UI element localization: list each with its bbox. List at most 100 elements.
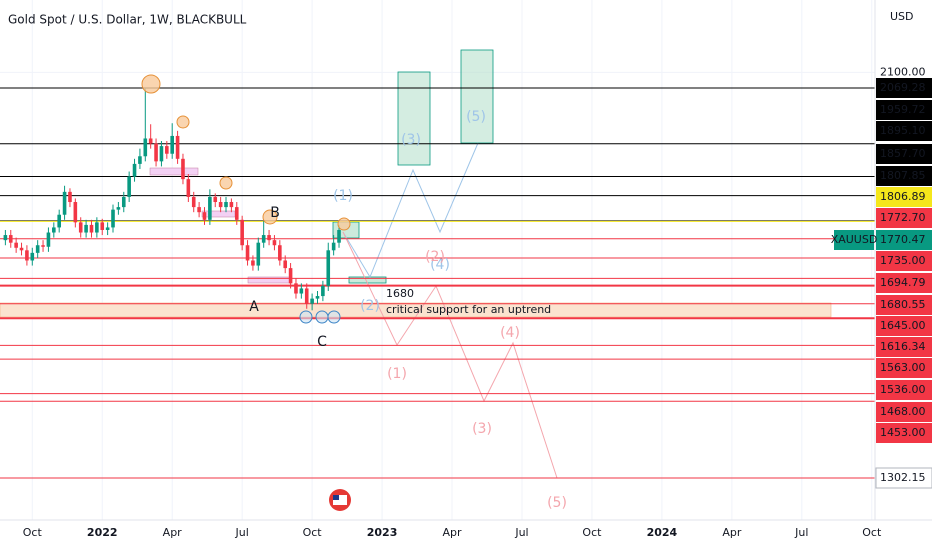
candle-body xyxy=(261,235,266,243)
price-label: 1302.15 xyxy=(880,471,926,484)
candles xyxy=(3,88,341,311)
x-tick-label: Jul xyxy=(514,526,528,539)
candle-body xyxy=(100,222,105,230)
price-label-bg xyxy=(876,273,932,293)
candle-body xyxy=(30,252,35,261)
candle-body xyxy=(68,191,72,203)
x-tick-label: Apr xyxy=(722,526,742,539)
wave-label: (3) xyxy=(401,132,421,148)
candle-body xyxy=(73,202,78,223)
price-label: 1468.00 xyxy=(880,405,926,418)
x-tick-label: Apr xyxy=(443,526,463,539)
candle-body xyxy=(111,209,115,228)
candle-body xyxy=(224,202,228,208)
price-label-bg xyxy=(876,380,932,400)
price-label-bg xyxy=(876,166,932,186)
drawings xyxy=(0,49,875,479)
marker xyxy=(176,115,190,129)
price-label: 1680.55 xyxy=(880,298,926,311)
candle-body xyxy=(62,191,67,215)
wave-label: (4) xyxy=(430,257,450,273)
candle-body xyxy=(154,143,158,162)
point-label: A xyxy=(249,299,259,315)
candle-body xyxy=(234,207,239,220)
wave-label: (3) xyxy=(472,421,492,437)
marker xyxy=(299,310,313,324)
price-label: 1806.89 xyxy=(880,190,926,203)
candle-body xyxy=(251,260,255,266)
candle-body xyxy=(8,235,13,243)
price-label-bg xyxy=(876,316,932,336)
candle-body xyxy=(202,212,207,220)
x-tick-label: 2022 xyxy=(87,526,118,539)
candle-body xyxy=(278,245,282,261)
candle-body xyxy=(57,214,61,228)
candle-body xyxy=(116,207,121,210)
zone xyxy=(201,210,236,218)
wave-label: (2) xyxy=(360,298,380,314)
marker xyxy=(141,74,161,94)
candle-body xyxy=(143,138,148,157)
wave-label: (4) xyxy=(500,325,520,341)
candle-body xyxy=(326,250,331,286)
last-price: 1770.47 xyxy=(880,233,926,246)
note: 1680 xyxy=(386,287,414,300)
symbol: XAUUSD xyxy=(831,233,878,246)
overlays xyxy=(141,74,351,511)
zone xyxy=(149,167,199,176)
price-label-bg xyxy=(876,78,932,98)
candle-body xyxy=(229,202,234,208)
candle-body xyxy=(331,242,336,251)
price-label-bg xyxy=(876,423,932,443)
x-tick-label: Oct xyxy=(303,526,323,539)
candle-body xyxy=(256,242,261,266)
price-label: 2069.28 xyxy=(880,81,926,94)
price-label: 1807.85 xyxy=(880,169,926,182)
x-tick-label: 2023 xyxy=(367,526,398,539)
price-label-bg xyxy=(876,402,932,422)
candle-body xyxy=(25,250,29,261)
marker xyxy=(337,217,351,231)
price-label-bg xyxy=(876,295,932,315)
candle-body xyxy=(304,288,309,304)
candle-body xyxy=(181,158,185,180)
candle-body xyxy=(288,268,293,284)
candle-body xyxy=(245,245,250,261)
x-tick-label: Jul xyxy=(235,526,249,539)
candle-body xyxy=(165,146,169,154)
candle-body xyxy=(170,135,175,154)
candle-body xyxy=(272,240,277,246)
wave-label: (1) xyxy=(387,366,407,382)
price-label-bg xyxy=(876,251,932,271)
flag xyxy=(333,495,347,505)
candle-body xyxy=(315,296,320,299)
marker xyxy=(219,176,233,190)
target-box xyxy=(460,49,494,144)
candle-body xyxy=(19,247,24,251)
candle-body xyxy=(213,196,218,203)
candle-body xyxy=(127,176,131,197)
currency: USD xyxy=(890,10,914,23)
y-tick-label: 2100.00 xyxy=(880,65,926,78)
candle-body xyxy=(89,224,94,233)
candle-body xyxy=(84,224,88,233)
point-label: C xyxy=(317,334,327,350)
price-label: 1735.00 xyxy=(880,254,926,267)
price-label: 1895.10 xyxy=(880,124,926,137)
flag xyxy=(333,495,339,500)
candle-body xyxy=(121,196,126,208)
candle-body xyxy=(267,235,271,241)
price-axis: Oct 2022 Apr Jul Oct 2023 Apr Jul Oct 2024 Apr Jul O… xyxy=(23,65,932,539)
candle-body xyxy=(159,146,164,162)
grid xyxy=(0,0,875,520)
candle-body xyxy=(197,207,201,213)
candle-body xyxy=(283,260,288,269)
price-label-bg xyxy=(876,208,932,228)
x-tick-label: Oct xyxy=(23,526,43,539)
candle-body xyxy=(138,156,142,164)
marker xyxy=(262,209,278,225)
bull-path xyxy=(342,142,479,279)
candle-body xyxy=(175,135,180,159)
symbol-bg xyxy=(834,230,874,250)
candle-body xyxy=(105,227,110,230)
